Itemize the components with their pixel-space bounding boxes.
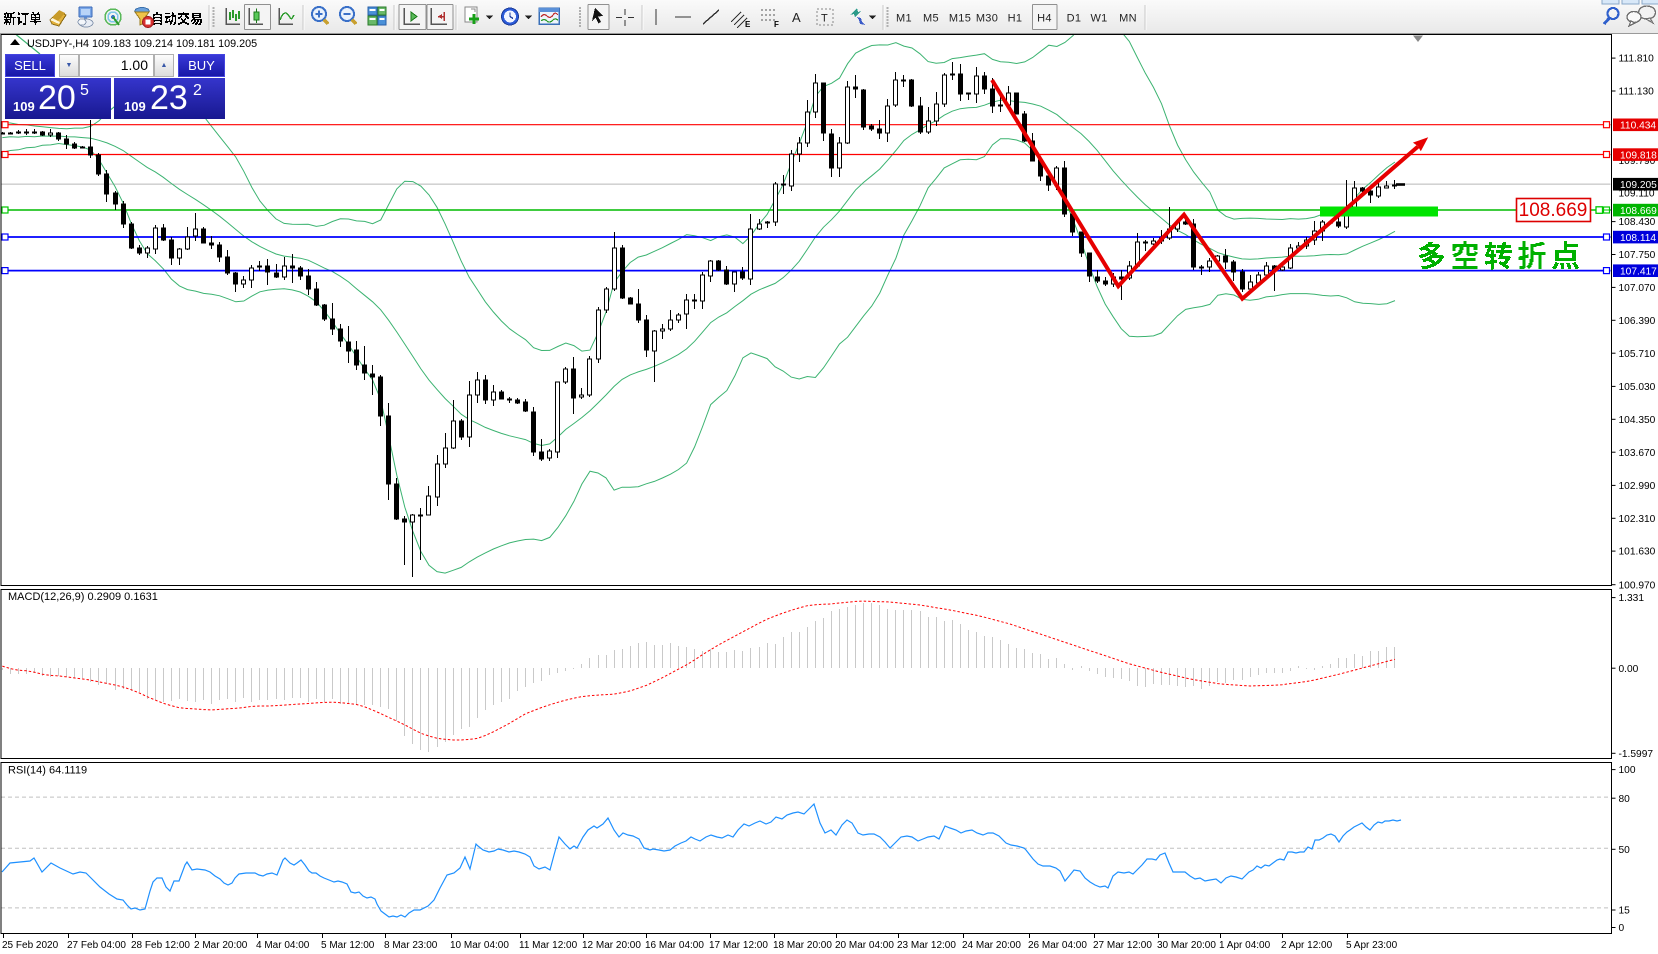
svg-text:102.990: 102.990 [1619, 481, 1656, 492]
svg-text:108.669: 108.669 [1620, 206, 1657, 217]
svg-text:F: F [774, 20, 779, 29]
svg-text:11 Mar 12:00: 11 Mar 12:00 [519, 940, 578, 951]
svg-text:20 Mar 04:00: 20 Mar 04:00 [835, 940, 894, 951]
svg-text:104.350: 104.350 [1619, 415, 1656, 426]
svg-text:H4: H4 [1037, 13, 1052, 25]
svg-text:MACD(12,26,9) 0.2909 0.1631: MACD(12,26,9) 0.2909 0.1631 [8, 591, 158, 603]
svg-text:12 Mar 20:00: 12 Mar 20:00 [582, 940, 641, 951]
svg-text:109.790: 109.790 [1619, 156, 1656, 167]
svg-text:109.818: 109.818 [1620, 150, 1657, 161]
svg-text:111.130: 111.130 [1619, 87, 1655, 98]
svg-text:E: E [745, 20, 751, 29]
svg-text:USDJPY-,H4 109.183 109.214 10: USDJPY-,H4 109.183 109.214 109.181 109.2… [27, 38, 257, 50]
svg-text:5 Apr 23:00: 5 Apr 23:00 [1346, 940, 1398, 951]
svg-text:8 Mar 23:00: 8 Mar 23:00 [384, 940, 438, 951]
svg-text:17 Mar 12:00: 17 Mar 12:00 [709, 940, 768, 951]
svg-text:2 Mar 20:00: 2 Mar 20:00 [194, 940, 248, 951]
svg-text:4 Mar 04:00: 4 Mar 04:00 [256, 940, 310, 951]
svg-text:105.710: 105.710 [1619, 349, 1656, 360]
svg-text:15: 15 [1619, 906, 1631, 917]
svg-text:H1: H1 [1008, 13, 1023, 25]
svg-text:M1: M1 [896, 13, 912, 25]
svg-text:50: 50 [1619, 845, 1631, 856]
svg-text:106.390: 106.390 [1619, 316, 1656, 327]
svg-text:102.310: 102.310 [1619, 514, 1656, 525]
svg-text:27 Mar 12:00: 27 Mar 12:00 [1093, 940, 1152, 951]
svg-text:A: A [792, 10, 801, 25]
svg-text:D1: D1 [1067, 13, 1082, 25]
svg-text:26 Mar 04:00: 26 Mar 04:00 [1028, 940, 1087, 951]
svg-text:80: 80 [1619, 794, 1631, 805]
svg-text:108.669: 108.669 [1519, 200, 1588, 221]
svg-text:-1.5997: -1.5997 [1619, 749, 1654, 760]
svg-text:107.750: 107.750 [1619, 250, 1656, 261]
svg-text:109.110: 109.110 [1619, 189, 1655, 200]
svg-text:27 Feb 04:00: 27 Feb 04:00 [67, 940, 126, 951]
svg-text:1 Apr 04:00: 1 Apr 04:00 [1219, 940, 1271, 951]
svg-text:28 Feb 12:00: 28 Feb 12:00 [131, 940, 190, 951]
svg-text:18 Mar 20:00: 18 Mar 20:00 [773, 940, 832, 951]
svg-text:107.417: 107.417 [1620, 266, 1657, 277]
svg-text:30 Mar 20:00: 30 Mar 20:00 [1157, 940, 1216, 951]
svg-text:0: 0 [1619, 923, 1625, 934]
svg-text:M15: M15 [949, 13, 971, 25]
svg-text:M30: M30 [976, 13, 998, 25]
svg-text:23 Mar 12:00: 23 Mar 12:00 [897, 940, 956, 951]
svg-text:100.970: 100.970 [1619, 580, 1656, 591]
svg-text:0.00: 0.00 [1619, 664, 1639, 675]
svg-text:107.070: 107.070 [1619, 283, 1656, 294]
svg-text:101.630: 101.630 [1619, 547, 1656, 558]
svg-text:105.030: 105.030 [1619, 382, 1656, 393]
svg-text:16 Mar 04:00: 16 Mar 04:00 [645, 940, 704, 951]
svg-text:RSI(14) 64.1119: RSI(14) 64.1119 [8, 765, 87, 777]
svg-text:24 Mar 20:00: 24 Mar 20:00 [962, 940, 1021, 951]
svg-text:100: 100 [1619, 765, 1636, 776]
svg-text:MN: MN [1119, 13, 1137, 25]
svg-text:10 Mar 04:00: 10 Mar 04:00 [450, 940, 509, 951]
svg-text:108.430: 108.430 [1619, 217, 1656, 228]
svg-text:109.205: 109.205 [1620, 180, 1657, 191]
svg-text:108.114: 108.114 [1620, 233, 1656, 244]
svg-text:25 Feb 2020: 25 Feb 2020 [2, 940, 59, 951]
svg-text:111.810: 111.810 [1619, 54, 1655, 65]
svg-text:5 Mar 12:00: 5 Mar 12:00 [321, 940, 375, 951]
svg-text:110.434: 110.434 [1620, 121, 1656, 132]
svg-text:103.670: 103.670 [1619, 448, 1656, 459]
svg-text:M5: M5 [923, 13, 939, 25]
svg-text:1.331: 1.331 [1619, 593, 1645, 604]
svg-text:T: T [821, 13, 828, 25]
svg-text:W1: W1 [1090, 13, 1107, 25]
svg-text:2 Apr 12:00: 2 Apr 12:00 [1281, 940, 1333, 951]
